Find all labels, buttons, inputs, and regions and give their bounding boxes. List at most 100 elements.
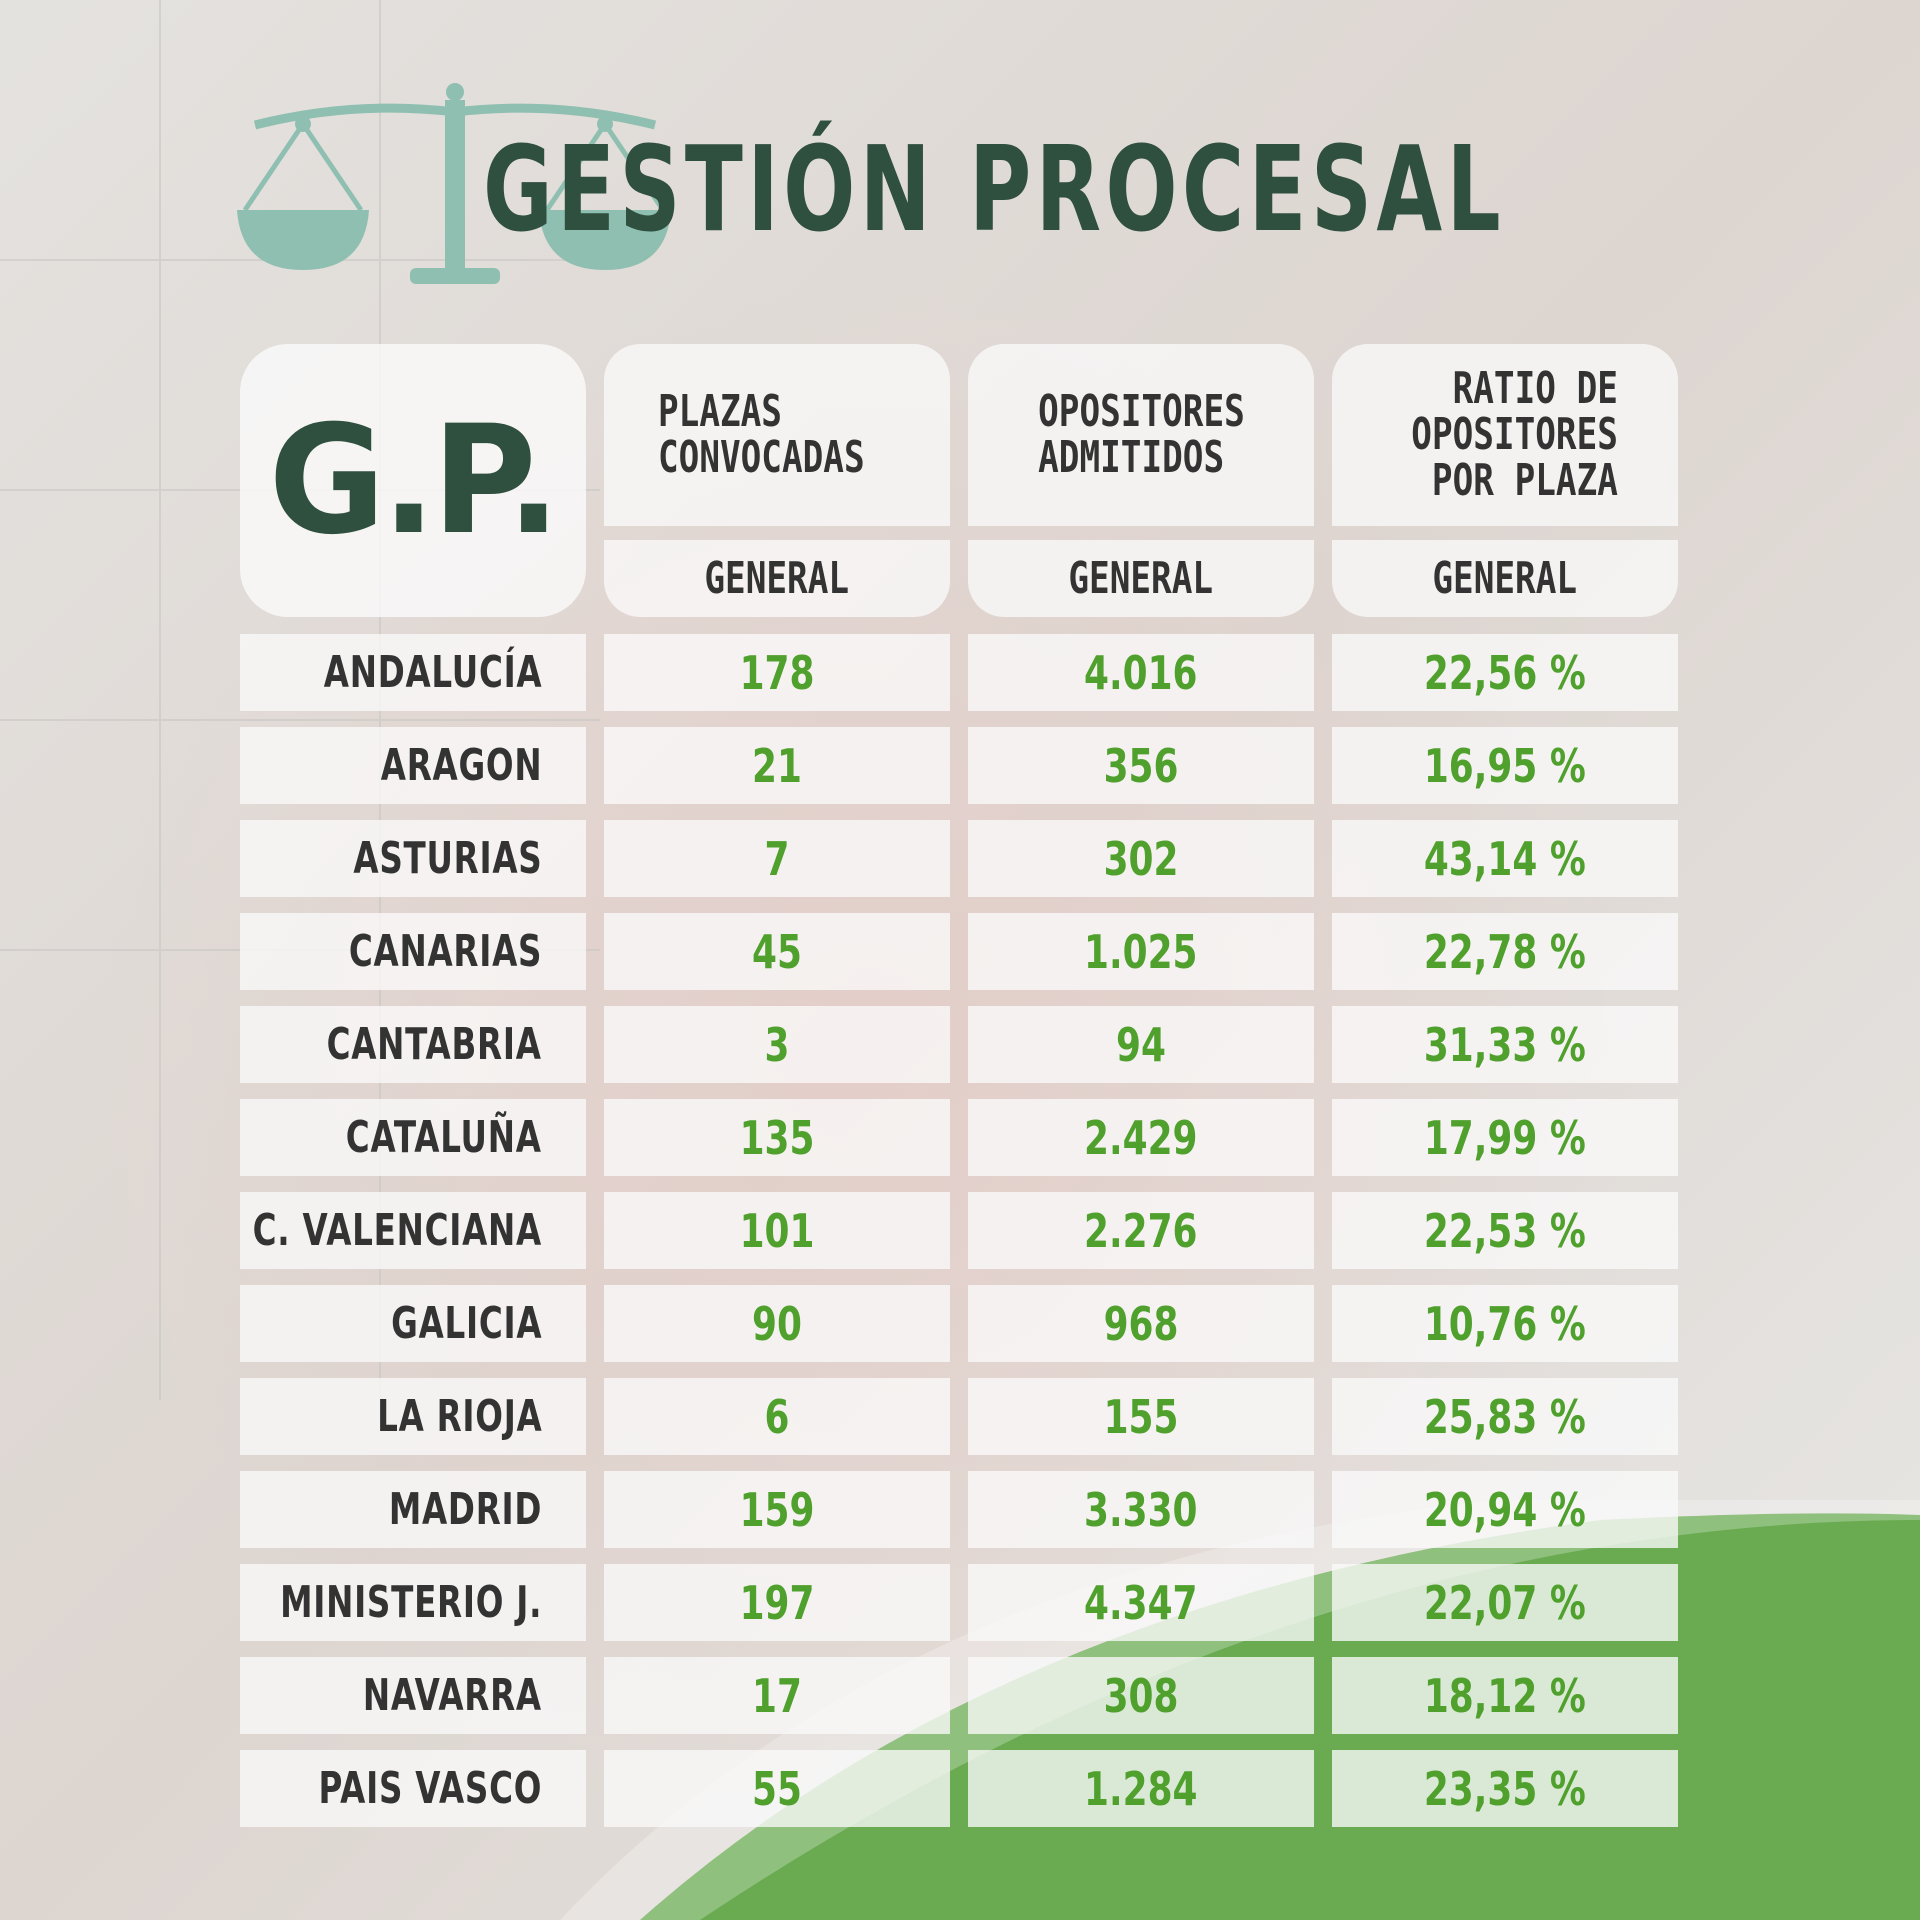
ratio-value: 22,53 % [1424, 1203, 1586, 1258]
logo-text: G.P. [268, 393, 561, 568]
region-name: MINISTERIO J. [279, 1577, 542, 1628]
region-cell: CANARIAS [240, 913, 586, 990]
ratio-cell: 16,95 % [1332, 727, 1678, 804]
region-cell: CANTABRIA [240, 1006, 586, 1083]
ratio-cell: 22,56 % [1332, 634, 1678, 711]
region-cell: PAIS VASCO [240, 1750, 586, 1827]
opositores-cell: 968 [968, 1285, 1314, 1362]
ratio-value: 16,95 % [1424, 738, 1586, 793]
ratio-cell: 25,83 % [1332, 1378, 1678, 1455]
opositores-cell: 155 [968, 1378, 1314, 1455]
opositores-cell: 4.016 [968, 634, 1314, 711]
plazas-cell: 197 [604, 1564, 950, 1641]
ratio-value: 22,56 % [1424, 645, 1586, 700]
plazas-value: 178 [739, 645, 815, 700]
opositores-value: 1.284 [1084, 1761, 1198, 1816]
region-cell: ANDALUCÍA [240, 634, 586, 711]
opositores-cell: 308 [968, 1657, 1314, 1734]
plazas-cell: 17 [604, 1657, 950, 1734]
region-name: NAVARRA [363, 1670, 542, 1721]
plazas-cell: 6 [604, 1378, 950, 1455]
plazas-value: 90 [752, 1296, 802, 1351]
plazas-value: 197 [739, 1575, 815, 1630]
region-name: CATALUÑA [346, 1112, 542, 1163]
plazas-cell: 135 [604, 1099, 950, 1176]
ratio-value: 17,99 % [1424, 1110, 1586, 1165]
header [235, 80, 1685, 310]
plazas-cell: 55 [604, 1750, 950, 1827]
plazas-value: 21 [752, 738, 802, 793]
opositores-value: 1.025 [1084, 924, 1198, 979]
region-name: LA RIOJA [376, 1391, 542, 1442]
region-name: C. VALENCIANA [252, 1205, 542, 1256]
opositores-value: 302 [1103, 831, 1179, 886]
region-cell: CATALUÑA [240, 1099, 586, 1176]
page-title: GESTIÓN PROCESAL [483, 120, 1505, 258]
column-header-label: OPOSITORES ADMITIDOS [1037, 386, 1245, 483]
opositores-value: 3.330 [1084, 1482, 1198, 1537]
ratio-value: 10,76 % [1424, 1296, 1586, 1351]
opositores-cell: 4.347 [968, 1564, 1314, 1641]
plazas-value: 135 [739, 1110, 815, 1165]
column-subheader-plazas: GENERAL [604, 540, 950, 617]
plazas-cell: 7 [604, 820, 950, 897]
region-name: ARAGON [380, 740, 542, 791]
plazas-value: 3 [764, 1017, 790, 1072]
region-cell: GALICIA [240, 1285, 586, 1362]
column-header-ratio: RATIO DE OPOSITORES POR PLAZA [1332, 344, 1678, 526]
plazas-value: 6 [764, 1389, 790, 1444]
scales-of-justice-icon [237, 83, 671, 284]
region-cell: ASTURIAS [240, 820, 586, 897]
region-cell: MADRID [240, 1471, 586, 1548]
column-subheader-label: GENERAL [1068, 553, 1214, 604]
column-header-opositores: OPOSITORES ADMITIDOS [968, 344, 1314, 526]
ratio-value: 20,94 % [1424, 1482, 1586, 1537]
region-cell: ARAGON [240, 727, 586, 804]
opositores-cell: 1.284 [968, 1750, 1314, 1827]
plazas-cell: 159 [604, 1471, 950, 1548]
plazas-value: 101 [739, 1203, 815, 1258]
ratio-value: 23,35 % [1424, 1761, 1586, 1816]
region-name: ASTURIAS [352, 833, 542, 884]
plazas-value: 17 [752, 1668, 802, 1723]
column-subheader-label: GENERAL [1432, 553, 1578, 604]
plazas-value: 45 [752, 924, 802, 979]
logo-box: G.P. [240, 344, 586, 617]
opositores-value: 4.347 [1084, 1575, 1198, 1630]
opositores-cell: 356 [968, 727, 1314, 804]
column-header-label: RATIO DE OPOSITORES POR PLAZA [1411, 363, 1618, 506]
plazas-cell: 178 [604, 634, 950, 711]
region-cell: MINISTERIO J. [240, 1564, 586, 1641]
plazas-cell: 90 [604, 1285, 950, 1362]
column-header-plazas: PLAZAS CONVOCADAS [604, 344, 950, 526]
ratio-cell: 22,53 % [1332, 1192, 1678, 1269]
opositores-cell: 302 [968, 820, 1314, 897]
region-name: GALICIA [390, 1298, 542, 1349]
ratio-cell: 18,12 % [1332, 1657, 1678, 1734]
ratio-cell: 23,35 % [1332, 1750, 1678, 1827]
opositores-value: 2.429 [1084, 1110, 1198, 1165]
plazas-value: 55 [752, 1761, 802, 1816]
plazas-cell: 21 [604, 727, 950, 804]
column-subheader-ratio: GENERAL [1332, 540, 1678, 617]
ratio-cell: 22,78 % [1332, 913, 1678, 990]
opositores-value: 308 [1103, 1668, 1179, 1723]
region-cell: C. VALENCIANA [240, 1192, 586, 1269]
opositores-cell: 3.330 [968, 1471, 1314, 1548]
plazas-value: 7 [764, 831, 790, 886]
opositores-value: 2.276 [1084, 1203, 1198, 1258]
plazas-value: 159 [739, 1482, 815, 1537]
ratio-value: 43,14 % [1424, 831, 1586, 886]
plazas-cell: 3 [604, 1006, 950, 1083]
ratio-cell: 31,33 % [1332, 1006, 1678, 1083]
ratio-value: 25,83 % [1424, 1389, 1586, 1444]
plazas-cell: 45 [604, 913, 950, 990]
opositores-cell: 1.025 [968, 913, 1314, 990]
ratio-cell: 22,07 % [1332, 1564, 1678, 1641]
opositores-cell: 2.429 [968, 1099, 1314, 1176]
ratio-value: 22,07 % [1424, 1575, 1586, 1630]
opositores-value: 4.016 [1084, 645, 1198, 700]
ratio-cell: 17,99 % [1332, 1099, 1678, 1176]
plazas-cell: 101 [604, 1192, 950, 1269]
